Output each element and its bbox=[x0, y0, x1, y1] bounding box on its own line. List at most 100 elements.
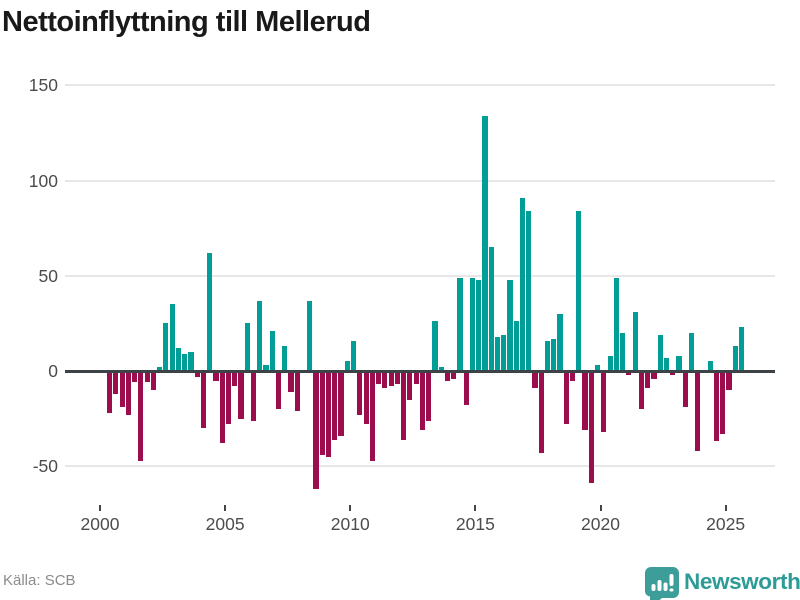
bar-2003-Q2 bbox=[182, 353, 188, 371]
bar-2004-Q1 bbox=[200, 371, 207, 429]
bar-2007-Q4 bbox=[294, 371, 300, 411]
bar-2009-Q3 bbox=[338, 371, 344, 436]
x-axis-label-2005: 2005 bbox=[205, 514, 245, 534]
x-axis-tick-2020 bbox=[599, 505, 602, 511]
bar-2004-Q2 bbox=[207, 252, 213, 371]
bar-2002-Q1 bbox=[150, 371, 156, 391]
bar-2017-Q4 bbox=[544, 340, 551, 371]
bar-2011-Q3 bbox=[388, 371, 394, 387]
bar-2021-Q2 bbox=[632, 311, 638, 371]
bar-2009-Q1 bbox=[325, 371, 332, 457]
newsworthy-logo: Newsworthy bbox=[645, 565, 800, 600]
y-axis-label-50: 50 bbox=[38, 265, 58, 286]
bar-2014-Q1 bbox=[451, 371, 457, 379]
gridline-100 bbox=[65, 179, 775, 182]
bar-2002-Q2 bbox=[157, 367, 163, 371]
bar-2000-Q3 bbox=[113, 371, 119, 394]
bar-2001-Q1 bbox=[125, 371, 131, 415]
bar-2015-Q4 bbox=[494, 336, 501, 371]
bar-2024-Q3 bbox=[713, 371, 720, 442]
bar-2013-Q2 bbox=[432, 321, 438, 371]
bar-2004-Q4 bbox=[219, 371, 225, 444]
bar-2022-Q2 bbox=[657, 334, 663, 371]
bar-2019-Q1 bbox=[576, 210, 582, 371]
y-axis-label-150: 150 bbox=[28, 75, 58, 96]
x-axis-label-2015: 2015 bbox=[455, 514, 495, 534]
zero-line bbox=[65, 369, 775, 373]
y-axis-label--50: -50 bbox=[32, 456, 58, 477]
bar-2000-Q4 bbox=[119, 371, 125, 408]
bar-2012-Q1 bbox=[401, 371, 407, 440]
bar-2018-Q3 bbox=[563, 371, 569, 425]
bar-2008-Q3 bbox=[313, 371, 319, 490]
bar-2004-Q3 bbox=[213, 371, 219, 381]
y-axis-label-0: 0 bbox=[48, 361, 58, 381]
bar-2005-Q3 bbox=[238, 371, 244, 419]
bar-2014-Q2 bbox=[457, 277, 463, 371]
bar-2023-Q3 bbox=[688, 332, 695, 371]
bar-2003-Q4 bbox=[194, 371, 200, 377]
bar-2020-Q4 bbox=[620, 332, 626, 371]
bar-2003-Q1 bbox=[175, 348, 181, 371]
newsworthy-wordmark: Newsworthy bbox=[684, 569, 800, 594]
bar-2023-Q2 bbox=[682, 371, 688, 408]
bar-2015-Q3 bbox=[488, 247, 494, 371]
x-axis-label-2020: 2020 bbox=[581, 514, 620, 534]
x-axis-tick-2025 bbox=[724, 505, 727, 511]
bar-2012-Q3 bbox=[413, 371, 419, 385]
bar-2014-Q4 bbox=[469, 277, 476, 371]
bar-2007-Q3 bbox=[288, 371, 294, 392]
bar-2019-Q3 bbox=[588, 371, 594, 484]
bar-2015-Q1 bbox=[476, 279, 482, 371]
chart-title: Nettoinflyttning till Mellerud bbox=[2, 6, 371, 38]
bar-2017-Q1 bbox=[526, 210, 532, 371]
bar-2011-Q2 bbox=[382, 371, 388, 389]
bar-2024-Q2 bbox=[707, 361, 713, 371]
bar-2007-Q1 bbox=[275, 371, 282, 410]
bar-2008-Q4 bbox=[319, 371, 325, 455]
bar-2021-Q4 bbox=[645, 371, 651, 389]
bar-2021-Q3 bbox=[638, 371, 644, 410]
bar-2018-Q4 bbox=[569, 371, 576, 381]
x-axis-tick-2000 bbox=[99, 505, 101, 511]
bar-2020-Q1 bbox=[601, 371, 607, 432]
gridline--50 bbox=[65, 465, 775, 468]
bar-2011-Q4 bbox=[394, 371, 400, 385]
bar-2010-Q1 bbox=[351, 340, 357, 371]
bar-2005-Q2 bbox=[232, 371, 238, 387]
bar-2025-Q2 bbox=[732, 346, 738, 371]
bar-2009-Q4 bbox=[344, 361, 350, 371]
x-axis-tick-2010 bbox=[349, 505, 352, 511]
bar-2021-Q1 bbox=[626, 371, 632, 375]
x-axis-label-2010: 2010 bbox=[330, 514, 370, 534]
bar-2025-Q3 bbox=[738, 327, 745, 371]
plot-area bbox=[65, 80, 775, 510]
x-axis-tick-2015 bbox=[474, 505, 477, 511]
bar-2001-Q3 bbox=[138, 371, 144, 461]
bar-2002-Q4 bbox=[169, 304, 175, 371]
bar-2002-Q3 bbox=[163, 323, 169, 371]
y-axis-label-100: 100 bbox=[28, 170, 58, 191]
bar-2020-Q2 bbox=[607, 355, 613, 371]
bar-2012-Q2 bbox=[407, 371, 413, 400]
bar-2006-Q1 bbox=[250, 371, 257, 421]
bar-2025-Q1 bbox=[726, 371, 732, 391]
bar-2022-Q3 bbox=[663, 357, 670, 371]
bar-2013-Q1 bbox=[426, 371, 432, 421]
bar-2007-Q2 bbox=[282, 346, 288, 371]
bar-2001-Q2 bbox=[132, 371, 138, 383]
bar-2010-Q3 bbox=[363, 371, 369, 425]
bar-2020-Q3 bbox=[613, 277, 619, 371]
gridline-50 bbox=[65, 274, 775, 277]
bar-2017-Q2 bbox=[532, 371, 538, 389]
bar-2015-Q2 bbox=[482, 115, 488, 371]
bar-2018-Q1 bbox=[551, 338, 557, 371]
bar-2016-Q1 bbox=[501, 334, 507, 371]
bar-2005-Q1 bbox=[225, 371, 232, 425]
bar-2006-Q3 bbox=[263, 365, 269, 371]
bar-2024-Q4 bbox=[720, 371, 726, 434]
bar-2011-Q1 bbox=[376, 371, 382, 385]
gridline-150 bbox=[65, 84, 775, 87]
bar-2016-Q4 bbox=[519, 197, 526, 371]
bar-2017-Q3 bbox=[538, 371, 544, 453]
